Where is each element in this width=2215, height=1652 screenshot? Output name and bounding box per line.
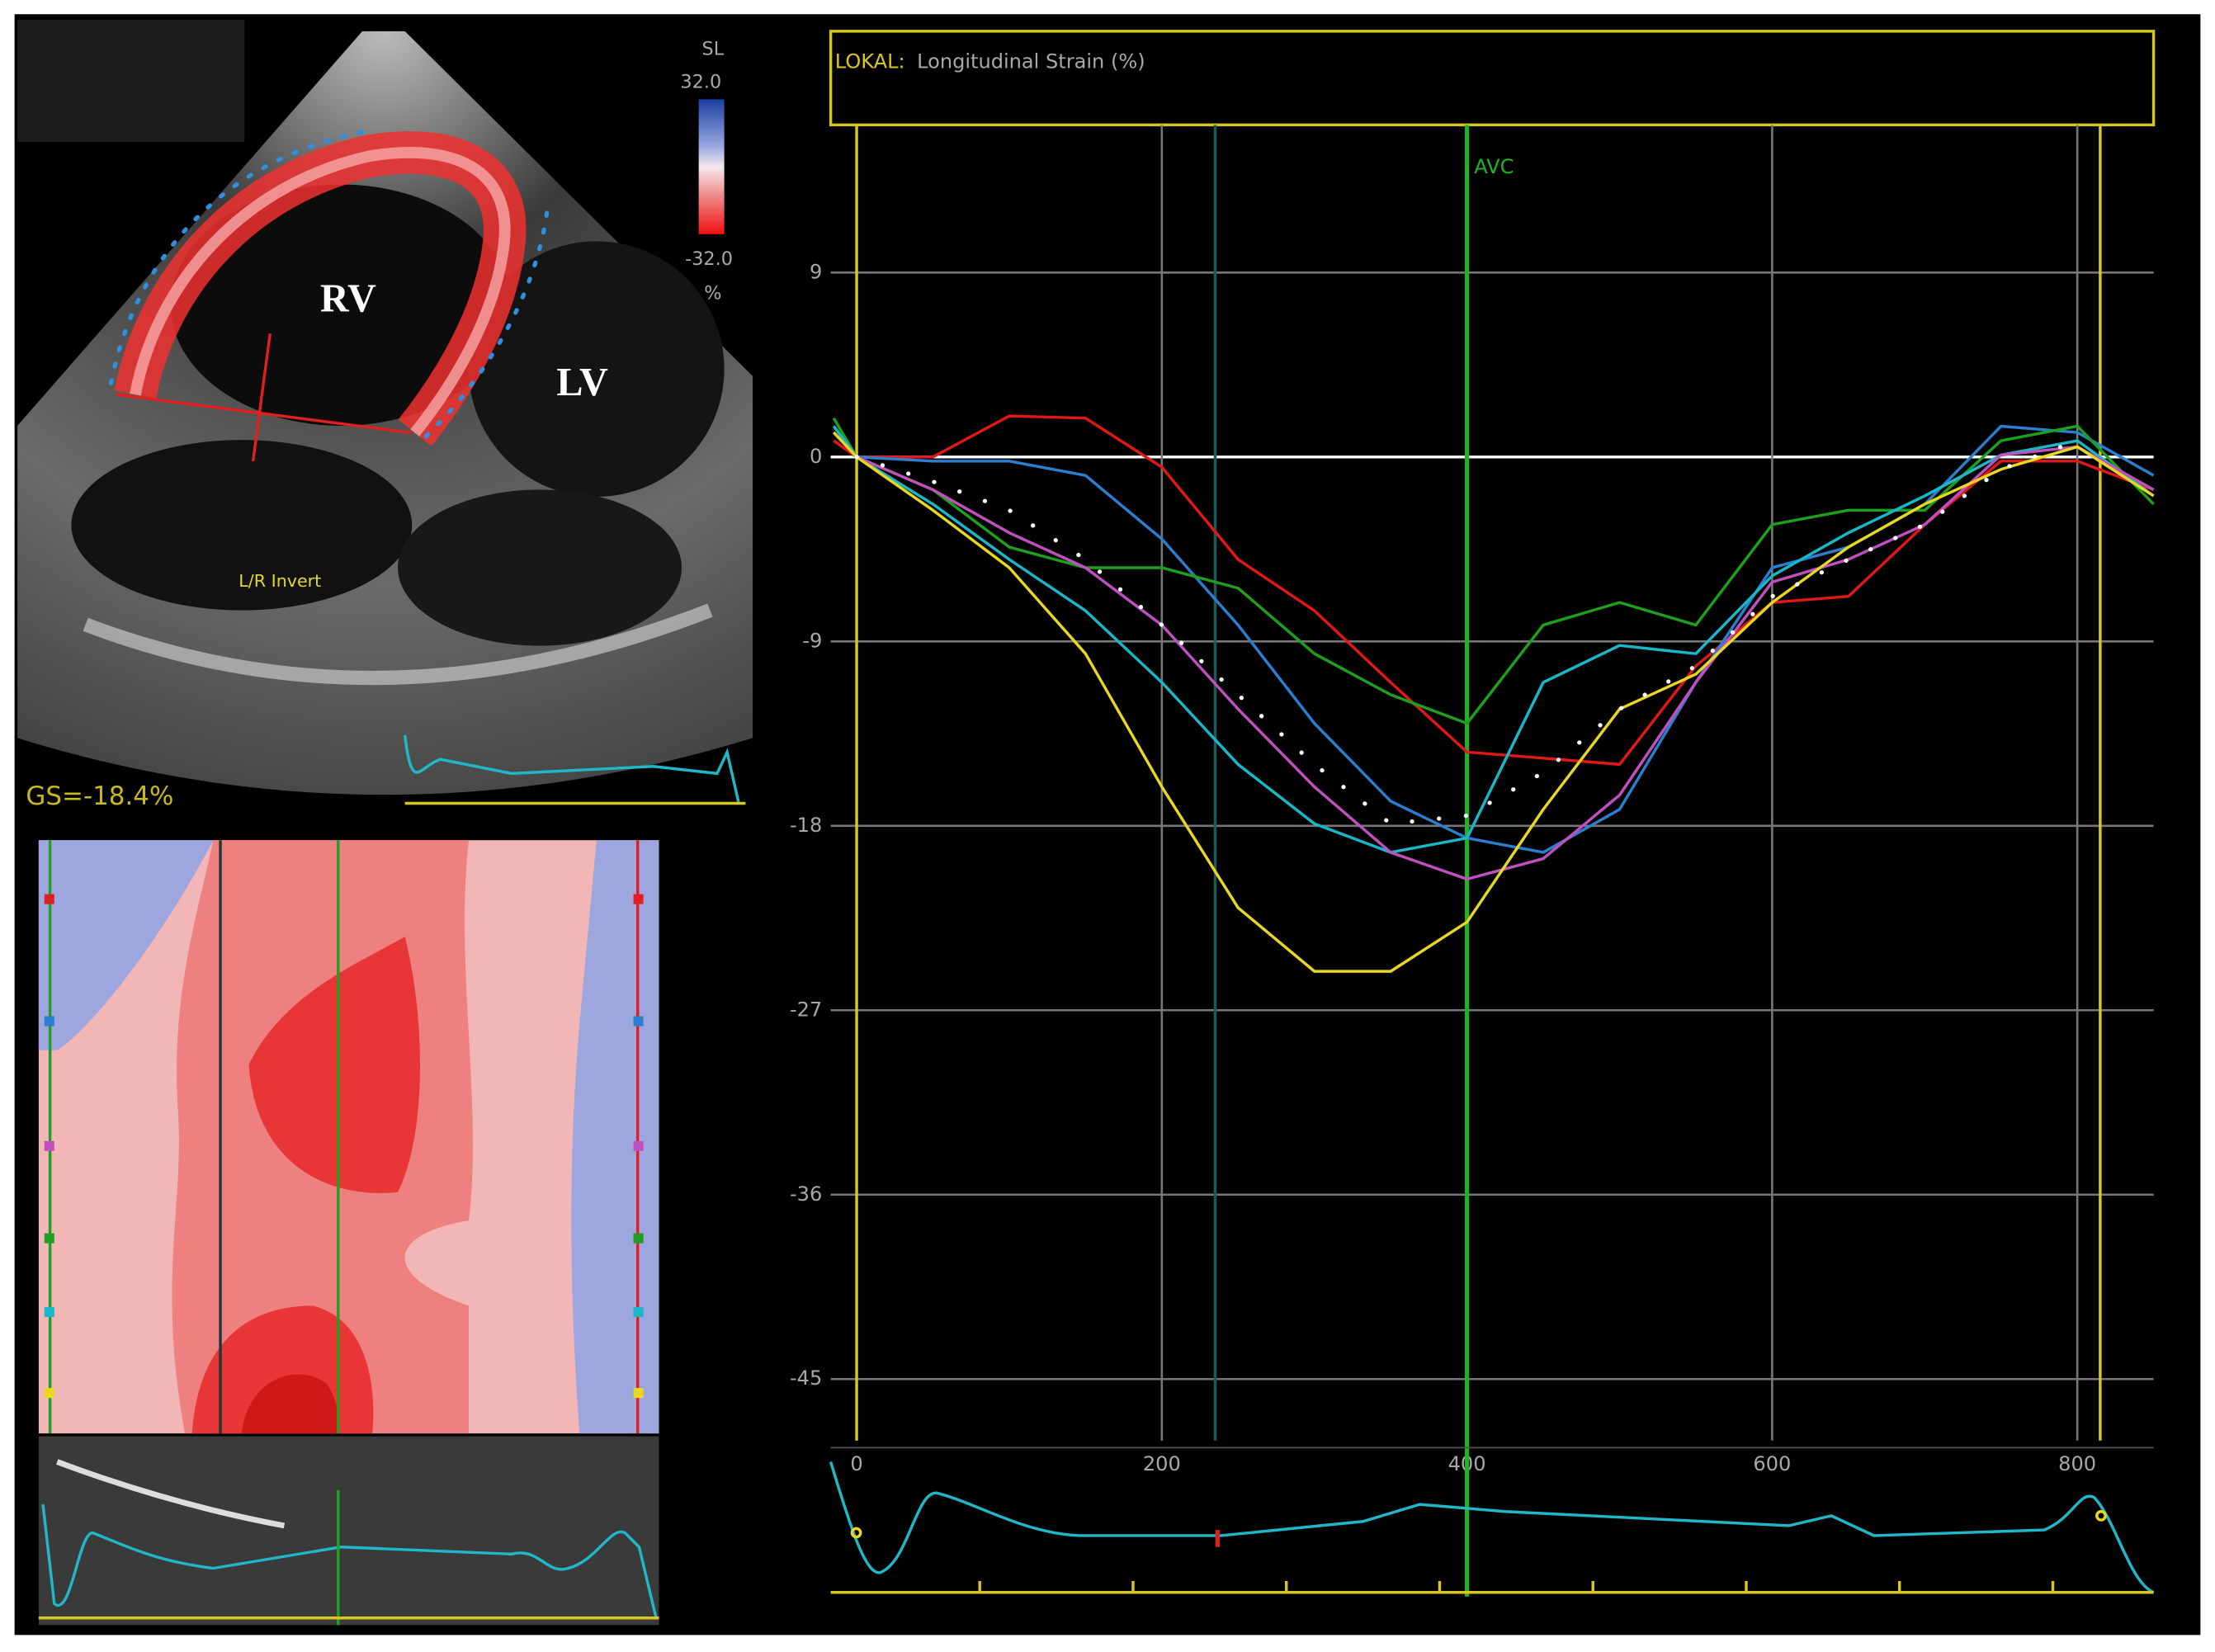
segment-marker (633, 1388, 644, 1399)
strain-map (38, 840, 659, 1626)
y-tick-label: -45 (790, 1366, 822, 1390)
segment-marker (633, 1233, 644, 1244)
global-strain: GS=-18.4% (26, 781, 173, 811)
segment-marker (633, 1140, 644, 1151)
rv-label: RV (320, 276, 376, 320)
segment-marker (633, 1016, 644, 1027)
echo-view: SL 32.0 -32.0 % RV LV L/R Invert GS=-18.… (17, 20, 753, 811)
ecg-marker (2095, 1510, 2107, 1522)
map-red-peak-1 (248, 937, 421, 1193)
ecg-strip (829, 1447, 2155, 1594)
mmode-strip (38, 1436, 659, 1626)
x-tick-label: 800 (2058, 1452, 2096, 1475)
map-red-peak-3 (241, 1374, 339, 1434)
scale-max: 32.0 (680, 71, 721, 92)
ecg-ticks (978, 1581, 2055, 1593)
y-tick-label: -18 (790, 814, 822, 837)
segment-marker (633, 894, 644, 904)
info-box (17, 20, 245, 142)
segment-curve (832, 431, 2155, 973)
ecg-marker (1215, 1530, 1220, 1547)
tracking-dots (109, 128, 550, 446)
y-tick-label: 0 (810, 445, 822, 468)
title-prefix: LOKAL: (835, 50, 905, 73)
crosshair (116, 333, 413, 462)
y-tick-label: -9 (802, 629, 822, 652)
scale-unit: % (704, 283, 721, 304)
segment-marker (633, 1307, 644, 1318)
x-tick-label: 0 (850, 1452, 862, 1475)
orientation-label: L/R Invert (239, 571, 321, 591)
x-tick-label: 200 (1143, 1452, 1181, 1475)
average-curve (854, 438, 2080, 826)
mmode-echo (56, 1459, 286, 1529)
ecg-marker (850, 1527, 862, 1539)
y-tick-label: -36 (790, 1182, 822, 1206)
lv-label: LV (556, 361, 608, 404)
segment-marker (44, 1016, 54, 1027)
y-tick-label: 9 (810, 260, 822, 283)
map-blue-left (38, 840, 214, 1050)
ecg-trace (829, 1461, 2155, 1594)
segment-curve (832, 417, 2155, 725)
ra-cavity (71, 440, 413, 611)
segment-marker (44, 1388, 54, 1399)
lv-cavity (469, 241, 725, 497)
segment-markers (44, 894, 644, 1399)
title-text: Longitudinal Strain (%) (917, 50, 1145, 73)
segment-curve (832, 431, 2155, 881)
segment-curve (832, 425, 2155, 854)
la-cavity (398, 489, 682, 646)
x-tick-label: 600 (1753, 1452, 1791, 1475)
chart-title: LOKAL: Longitudinal Strain (%) (835, 50, 1145, 73)
scale-label: SL (702, 39, 725, 60)
segment-marker (44, 1233, 54, 1244)
chart-header (829, 30, 2156, 127)
event-label: AVC (1474, 155, 1514, 178)
echo-wall (83, 603, 713, 686)
strain-band-core (130, 147, 511, 437)
segment-marker (44, 1307, 54, 1318)
rv-cavity (170, 184, 512, 426)
plot: -45-36-27-18-9090200400600800AVC (790, 125, 2155, 1597)
y-tick-label: -27 (790, 998, 822, 1021)
segment-marker (44, 1140, 54, 1151)
segment-marker (44, 894, 54, 904)
scale-min: -32.0 (685, 248, 733, 270)
echo-ecg (403, 734, 740, 803)
mmode-ecg (41, 1503, 658, 1619)
color-scale (698, 99, 725, 234)
